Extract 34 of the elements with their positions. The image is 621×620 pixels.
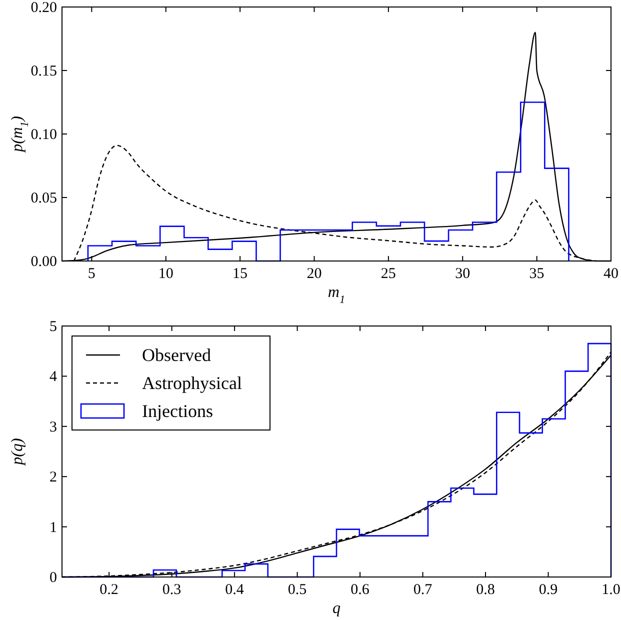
x-tick-label: 5 <box>88 266 96 282</box>
x-tick-label: 0.7 <box>413 582 433 598</box>
x-tick-label: 0.8 <box>476 582 495 598</box>
x-tick-label: 15 <box>232 266 248 282</box>
x-axis-title: q <box>332 600 340 617</box>
x-tick-label: 0.5 <box>288 582 307 598</box>
y-tick-label: 0.15 <box>30 64 57 80</box>
x-tick-label: 30 <box>455 266 470 282</box>
legend-label: Observed <box>142 345 211 365</box>
x-tick-label: 0.2 <box>100 582 118 598</box>
y-tick-label: 0.20 <box>30 0 57 16</box>
y-tick-label: 0.05 <box>30 190 57 206</box>
y-tick-label: 1 <box>50 520 57 536</box>
x-tick-label: 0.3 <box>162 582 182 598</box>
y-tick-label: 4 <box>50 369 58 386</box>
y-tick-label: 0.00 <box>30 254 57 270</box>
y-axis-title: p(q) <box>9 438 26 466</box>
x-tick-label: 1.0 <box>602 582 620 598</box>
y-tick-label: 3 <box>50 419 57 436</box>
x-tick-label: 20 <box>306 266 322 282</box>
legend-label: Injections <box>142 401 213 421</box>
legend-label: Astrophysical <box>142 373 242 393</box>
x-axis-title: m$_{1}$ <box>328 284 346 306</box>
x-tick-label: 40 <box>604 266 618 282</box>
x-tick-label: 25 <box>380 266 396 282</box>
y-tick-label: 0.10 <box>30 127 57 143</box>
x-tick-label: 0.9 <box>538 582 558 598</box>
y-tick-label: 2 <box>50 470 57 486</box>
x-tick-label: 10 <box>158 266 174 282</box>
x-tick-label: 35 <box>529 266 544 282</box>
y-tick-label: 0 <box>50 570 57 586</box>
y-tick-label: 5 <box>50 319 57 335</box>
x-tick-label: 0.6 <box>350 582 370 598</box>
x-tick-label: 0.4 <box>225 582 244 598</box>
